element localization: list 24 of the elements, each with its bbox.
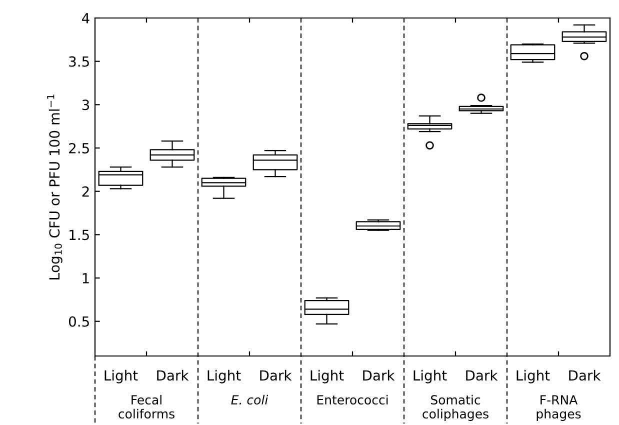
x-tick-label: Light (208, 370, 241, 384)
text: Somatic coliphages (422, 394, 488, 421)
x-tick-label: Light (104, 370, 138, 384)
text: F-RNA phages (536, 395, 581, 421)
x-tick-label: Dark (466, 370, 498, 381)
y-tick-label: 3.5 (69, 56, 89, 67)
x-tick-label: Dark (157, 370, 189, 381)
x-tick-label: Dark (569, 370, 601, 381)
x-tick-label: Light (414, 370, 447, 384)
y-tick-label: 3 (82, 100, 90, 110)
y-tick-label: 2.5 (69, 142, 89, 154)
x-tick-label: Light (310, 370, 344, 384)
y-tick-label: 0.5 (68, 316, 89, 327)
y-tick-label: 1 (82, 273, 89, 284)
y-tick-label: 1.5 (70, 230, 89, 240)
y-axis-title: Log$_{10}$ CFU or PFU 100 ml$^{−1}$ (47, 94, 62, 280)
y-tick-label: 2 (82, 186, 89, 197)
x-tick-label: Dark (363, 370, 395, 381)
y-tick-label: 4 (82, 13, 90, 24)
x-tick-label: Light (516, 370, 550, 384)
text: E. coli (231, 394, 268, 405)
x-tick-label: Dark (260, 370, 292, 381)
text: Enterococci (317, 394, 388, 405)
text: Fecal coliforms (118, 394, 174, 419)
